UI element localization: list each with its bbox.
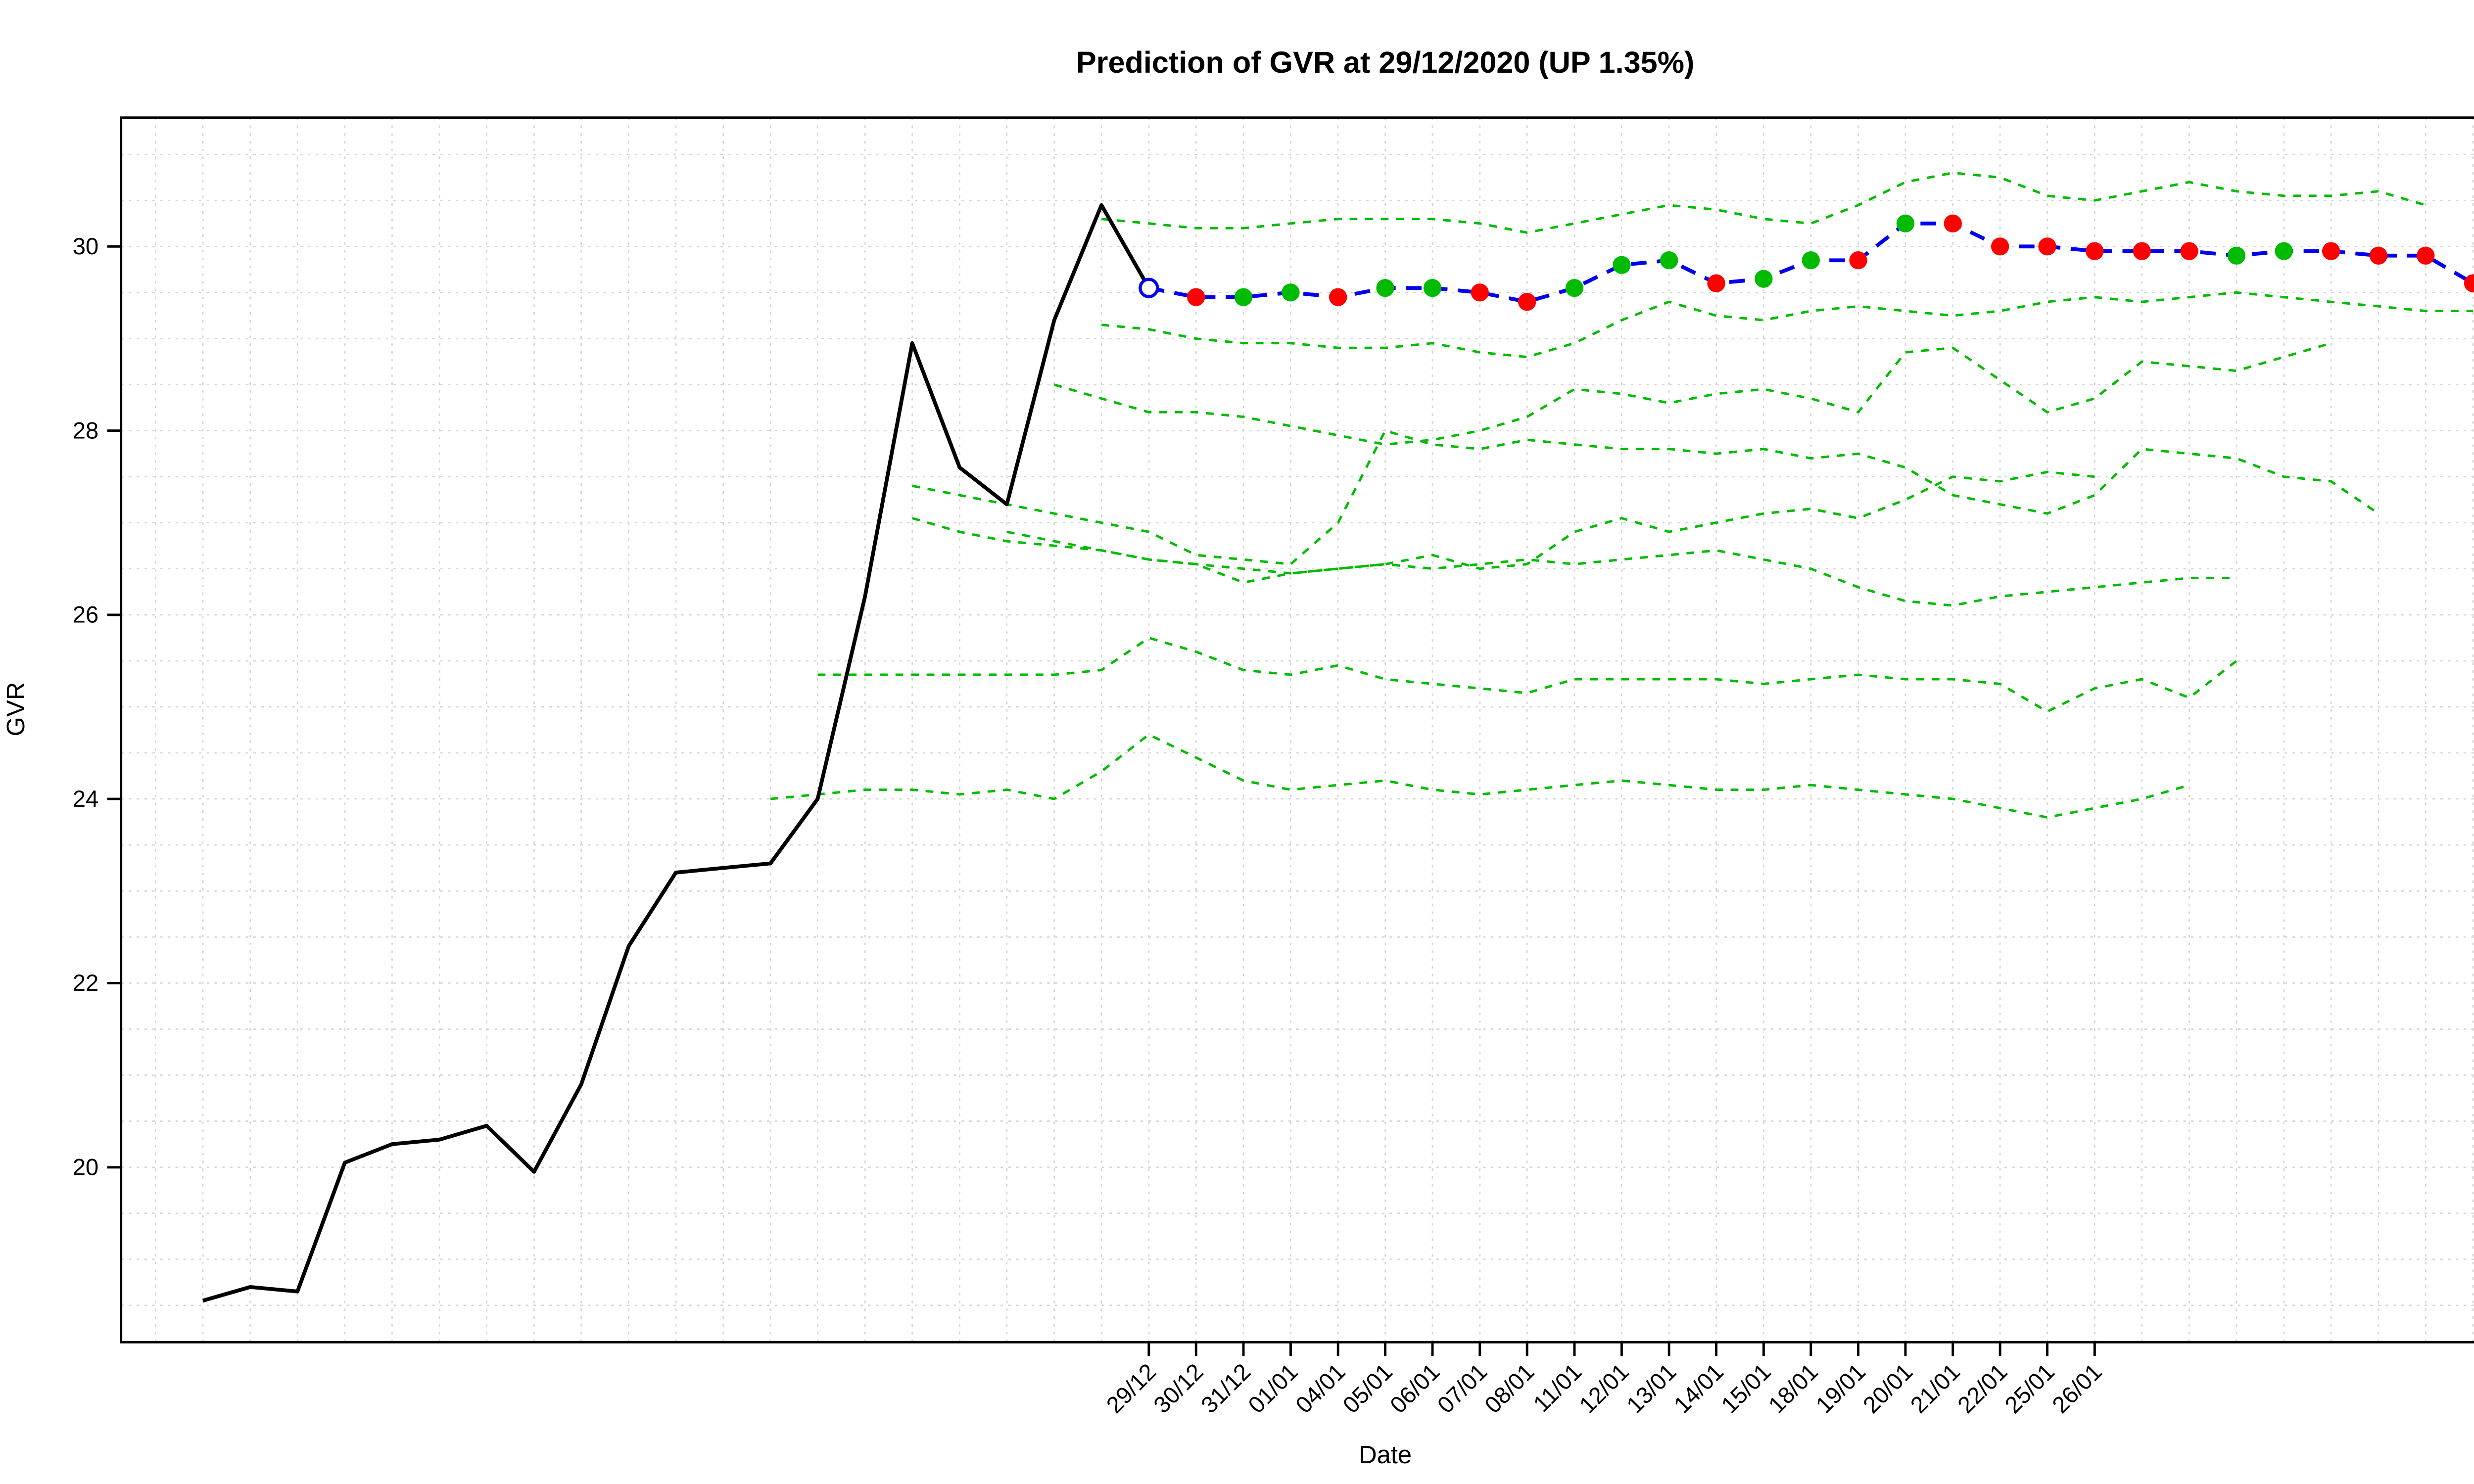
x-tick-label: 19/01 <box>1811 1359 1871 1419</box>
marker-red-dot <box>2417 246 2435 265</box>
marker-red-dot <box>1187 288 1205 306</box>
marker-green-dot <box>2227 246 2246 265</box>
x-tick-label: 12/01 <box>1574 1359 1634 1419</box>
marker-red-dot <box>2464 274 2474 292</box>
marker-green-dot <box>1755 270 1773 288</box>
marker-red-dot <box>2180 242 2198 260</box>
marker-red-dot <box>1329 288 1347 306</box>
marker-red-dot <box>2038 237 2056 256</box>
series-scenario-4 <box>912 429 2379 566</box>
x-tick-label: 25/01 <box>2000 1359 2060 1419</box>
x-tick-label: 04/01 <box>1290 1359 1350 1419</box>
series-scenario-3 <box>1053 342 2331 446</box>
marker-red-dot <box>2133 242 2151 260</box>
marker-red-dot <box>1991 237 2009 256</box>
y-axis-label: GVR <box>1 682 30 737</box>
y-tick-label: 22 <box>73 970 98 996</box>
marker-green-dot <box>1660 251 1678 270</box>
chart-title: Prediction of GVR at 29/12/2020 (UP 1.35… <box>1076 46 1694 79</box>
marker-green-dot <box>1613 256 1631 274</box>
marker-red-dot <box>1849 251 1867 270</box>
series-historical-gvr <box>202 203 1151 1303</box>
marker-open-circle <box>1139 278 1159 298</box>
x-tick-label: 05/01 <box>1338 1359 1398 1419</box>
series-scenario-2 <box>1101 291 2474 359</box>
x-axis-label: Date <box>1359 1440 1412 1469</box>
series-scenario-5 <box>912 470 2095 584</box>
marker-green-dot <box>1282 283 1300 302</box>
y-tick-label: 28 <box>73 417 98 444</box>
marker-red-dot <box>1944 214 1962 232</box>
marker-green-dot <box>1234 288 1253 306</box>
x-tick-label: 08/01 <box>1480 1359 1540 1419</box>
x-tick-label: 30/12 <box>1149 1359 1209 1419</box>
x-axis: 29/1230/1231/1201/0104/0105/0106/0107/01… <box>1101 1342 2107 1419</box>
marker-green-dot <box>1423 278 1442 297</box>
series-scenario-6 <box>1006 530 2236 607</box>
x-tick-label: 15/01 <box>1716 1359 1776 1419</box>
marker-red-dot <box>2086 242 2104 260</box>
x-tick-label: 01/01 <box>1243 1359 1303 1419</box>
x-tick-label: 07/01 <box>1432 1359 1492 1419</box>
x-tick-label: 11/01 <box>1528 1359 1587 1418</box>
marker-red-dot <box>1471 283 1489 302</box>
series-scenario-8 <box>770 733 2190 819</box>
x-tick-label: 29/12 <box>1101 1359 1161 1419</box>
y-tick-label: 24 <box>73 786 98 812</box>
series-scenario-1 <box>1101 171 2426 234</box>
x-tick-label: 26/01 <box>2047 1359 2107 1419</box>
y-axis: 20 22 24 26 28 30 <box>73 233 121 1181</box>
y-tick-label: 30 <box>73 233 98 260</box>
plot-box <box>120 116 2474 1344</box>
series-scenario-7 <box>817 637 2237 713</box>
x-tick-label: 22/01 <box>1952 1359 2012 1419</box>
marker-red-dot <box>2322 242 2340 260</box>
y-tick-label: 20 <box>73 1155 98 1181</box>
marker-red-dot <box>1518 292 1536 311</box>
x-tick-label: 20/01 <box>1858 1359 1918 1419</box>
prediction-markers <box>1139 214 2474 311</box>
marker-green-dot <box>1565 278 1584 297</box>
marker-red-dot <box>1707 274 1725 292</box>
grid <box>121 117 2474 1343</box>
x-tick-label: 31/12 <box>1196 1359 1256 1419</box>
marker-green-dot <box>1802 251 1820 270</box>
marker-red-dot <box>2369 246 2388 265</box>
x-tick-label: 18/01 <box>1763 1359 1823 1419</box>
y-tick-label: 26 <box>73 602 98 628</box>
marker-green-dot <box>1376 278 1394 297</box>
x-tick-label: 06/01 <box>1385 1359 1445 1419</box>
x-tick-label: 14/01 <box>1669 1359 1729 1419</box>
marker-green-dot <box>1896 214 1915 232</box>
x-tick-label: 21/01 <box>1905 1359 1965 1419</box>
marker-green-dot <box>2275 242 2293 260</box>
x-tick-label: 13/01 <box>1621 1359 1681 1419</box>
